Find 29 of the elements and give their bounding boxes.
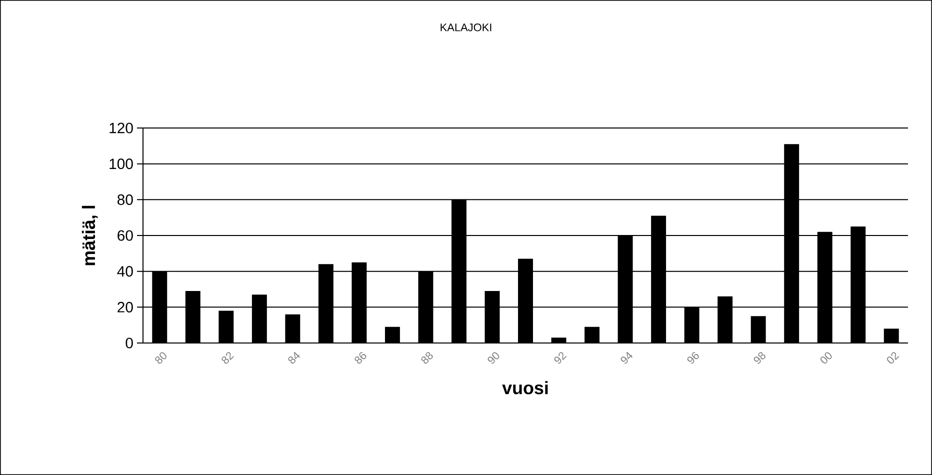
x-tick-label: 84 xyxy=(288,352,300,364)
x-axis-title: vuosi xyxy=(502,381,548,394)
x-tick-label: 82 xyxy=(222,352,234,364)
x-tick-label: 90 xyxy=(488,352,500,364)
x-tick-label: 80 xyxy=(155,352,167,364)
x-tick-label: 02 xyxy=(886,352,900,364)
y-tick-label: 80 xyxy=(118,194,133,205)
bar xyxy=(285,314,300,343)
x-tick-label: 88 xyxy=(421,352,433,364)
x-tick-label: 92 xyxy=(554,352,567,364)
bar xyxy=(884,328,899,343)
y-tick-label: 40 xyxy=(117,266,133,277)
x-tick-label: 86 xyxy=(354,352,366,364)
bar xyxy=(384,326,400,343)
chart-title: KALAJOKI xyxy=(440,24,492,32)
bar xyxy=(584,326,600,343)
x-tick-label: 96 xyxy=(687,352,699,364)
y-tick-label: 60 xyxy=(118,230,133,241)
x-tick-label: 94 xyxy=(620,352,633,364)
bar xyxy=(218,310,234,343)
x-tick-label: 00 xyxy=(820,352,832,364)
x-tick-label: 98 xyxy=(754,352,766,364)
y-tick-label: 100 xyxy=(110,158,133,170)
y-axis-title: mätiä, l xyxy=(82,206,98,266)
y-tick-label: 20 xyxy=(118,302,133,312)
bar xyxy=(551,338,566,343)
y-tick-label: 0 xyxy=(126,338,133,348)
bar xyxy=(750,316,766,343)
y-tick-label: 120 xyxy=(110,122,133,134)
